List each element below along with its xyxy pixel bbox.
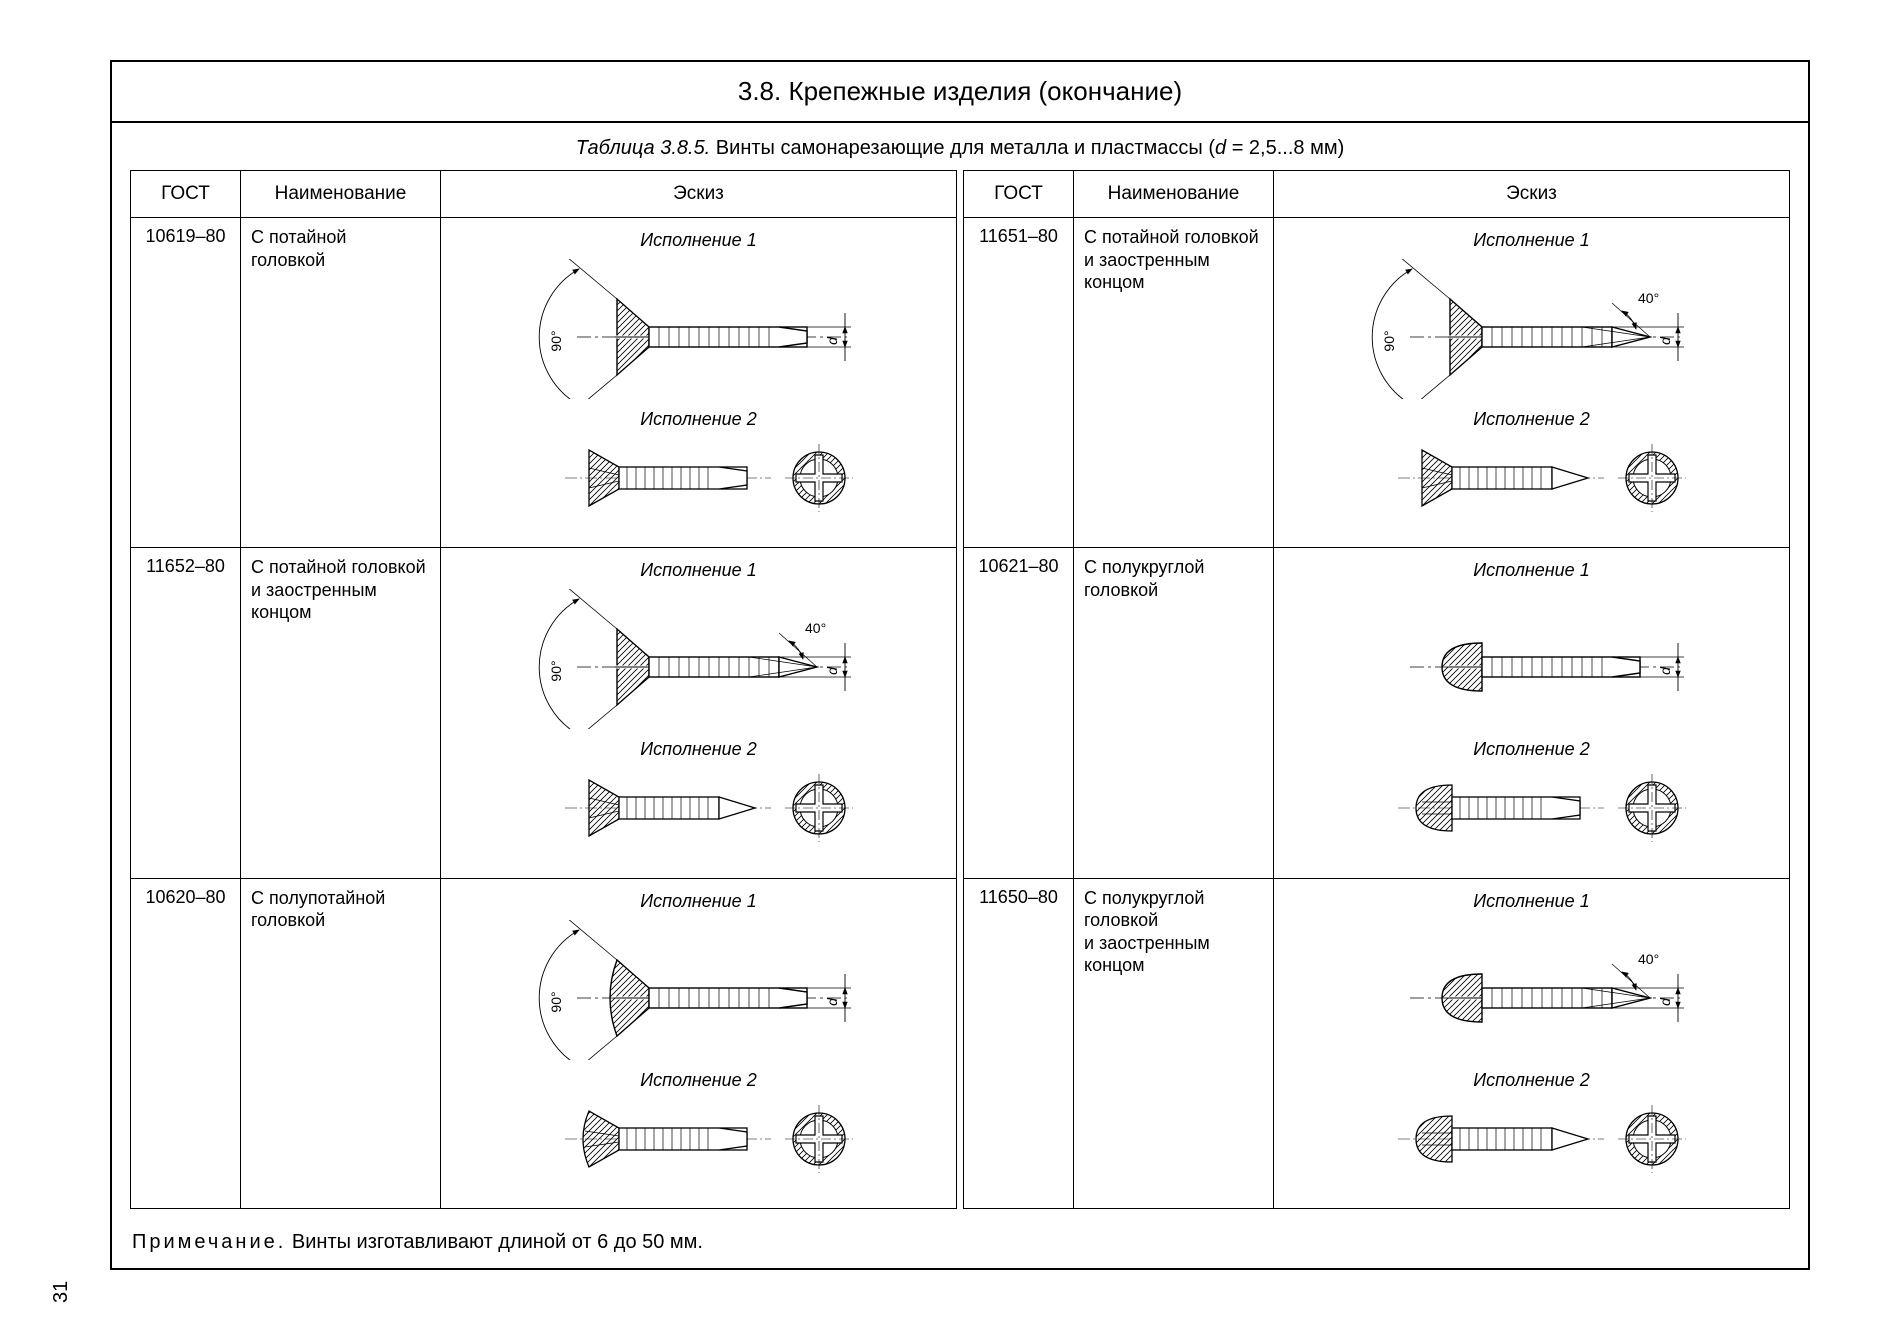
hdr-name: Наименование (1074, 171, 1274, 218)
cell-gost: 11650–80 (964, 878, 1074, 1208)
table-row: 11651–80С потайной головкойи заостренным… (964, 218, 1790, 548)
right-table: ГОСТ Наименование Эскиз 11651–80С потайн… (963, 170, 1790, 1209)
table-row: 10619–80С потайнойголовкой Исполнение 1 … (131, 218, 957, 548)
table-row: 10621–80С полукруглойголовкой Исполнение… (964, 548, 1790, 878)
caption-suffix: = 2,5...8 мм) (1226, 137, 1344, 159)
exec1-label: Исполнение 1 (1473, 560, 1589, 581)
cell-name: С полукруглойголовкойи заостреннымконцом (1074, 878, 1274, 1208)
svg-text:40°: 40° (1638, 290, 1659, 306)
caption-d: d (1215, 137, 1226, 159)
svg-text:d: d (1657, 336, 1673, 345)
cell-name: С полукруглойголовкой (1074, 548, 1274, 878)
cell-gost: 11652–80 (131, 548, 241, 878)
note-text: Винты изготавливают длиной от 6 до 50 мм… (286, 1231, 703, 1253)
svg-text:d: d (824, 336, 840, 345)
cell-sketch: Исполнение 1 40° d Исполне (1274, 878, 1790, 1208)
cell-name: С полупотайнойголовкой (241, 878, 441, 1208)
exec1-label: Исполнение 1 (640, 560, 756, 581)
note-label: Примечание. (132, 1231, 286, 1253)
table-row: 11650–80С полукруглойголовкойи заостренн… (964, 878, 1790, 1208)
exec2-label: Исполнение 2 (1473, 409, 1589, 430)
table-grid: ГОСТ Наименование Эскиз 10619–80С потайн… (112, 170, 1808, 1219)
exec1-label: Исполнение 1 (640, 230, 756, 251)
hdr-gost: ГОСТ (964, 171, 1074, 218)
footnote: Примечание. Винты изготавливают длиной о… (112, 1219, 1808, 1268)
exec2-label: Исполнение 2 (640, 409, 756, 430)
exec2-label: Исполнение 2 (1473, 739, 1589, 760)
exec1-label: Исполнение 1 (640, 891, 756, 912)
exec1-label: Исполнение 1 (1473, 891, 1589, 912)
table-row: 10620–80С полупотайнойголовкой Исполнени… (131, 878, 957, 1208)
hdr-name: Наименование (241, 171, 441, 218)
exec2-label: Исполнение 2 (640, 1070, 756, 1091)
svg-text:90°: 90° (548, 991, 564, 1012)
cell-sketch: Исполнение 1 90° d Исполнение 2 (441, 218, 957, 548)
svg-text:d: d (1657, 666, 1673, 675)
cell-sketch: Исполнение 1 90° d Исполнение 2 (441, 878, 957, 1208)
cell-gost: 11651–80 (964, 218, 1074, 548)
cell-gost: 10619–80 (131, 218, 241, 548)
caption-prefix: Таблица 3.8.5. (576, 137, 711, 159)
table-row: 11652–80С потайной головкойи заостренным… (131, 548, 957, 878)
table-caption: Таблица 3.8.5. Винты самонарезающие для … (112, 123, 1808, 170)
cell-name: С потайной головкойи заостреннымконцом (241, 548, 441, 878)
svg-text:90°: 90° (548, 330, 564, 351)
svg-text:90°: 90° (1381, 330, 1397, 351)
svg-text:90°: 90° (548, 661, 564, 682)
section-title: 3.8. Крепежные изделия (окончание) (112, 62, 1808, 123)
cell-sketch: Исполнение 1 d Исполнение 2 (1274, 548, 1790, 878)
cell-name: С потайнойголовкой (241, 218, 441, 548)
cell-gost: 10620–80 (131, 878, 241, 1208)
exec2-label: Исполнение 2 (1473, 1070, 1589, 1091)
exec2-label: Исполнение 2 (640, 739, 756, 760)
cell-gost: 10621–80 (964, 548, 1074, 878)
page-number: 31 (50, 1281, 73, 1303)
exec1-label: Исполнение 1 (1473, 230, 1589, 251)
page-frame: 3.8. Крепежные изделия (окончание) Табли… (110, 60, 1810, 1270)
hdr-sketch: Эскиз (441, 171, 957, 218)
left-table: ГОСТ Наименование Эскиз 10619–80С потайн… (130, 170, 957, 1209)
svg-text:d: d (824, 666, 840, 675)
cell-sketch: Исполнение 1 90° 40° (441, 548, 957, 878)
cell-name: С потайной головкойи заостреннымконцом (1074, 218, 1274, 548)
hdr-sketch: Эскиз (1274, 171, 1790, 218)
cell-sketch: Исполнение 1 90° 40° (1274, 218, 1790, 548)
svg-text:40°: 40° (1638, 951, 1659, 967)
svg-text:40°: 40° (805, 620, 826, 636)
svg-text:d: d (1657, 997, 1673, 1006)
hdr-gost: ГОСТ (131, 171, 241, 218)
caption-text: Винты самонарезающие для металла и пласт… (710, 137, 1215, 159)
svg-text:d: d (824, 997, 840, 1006)
